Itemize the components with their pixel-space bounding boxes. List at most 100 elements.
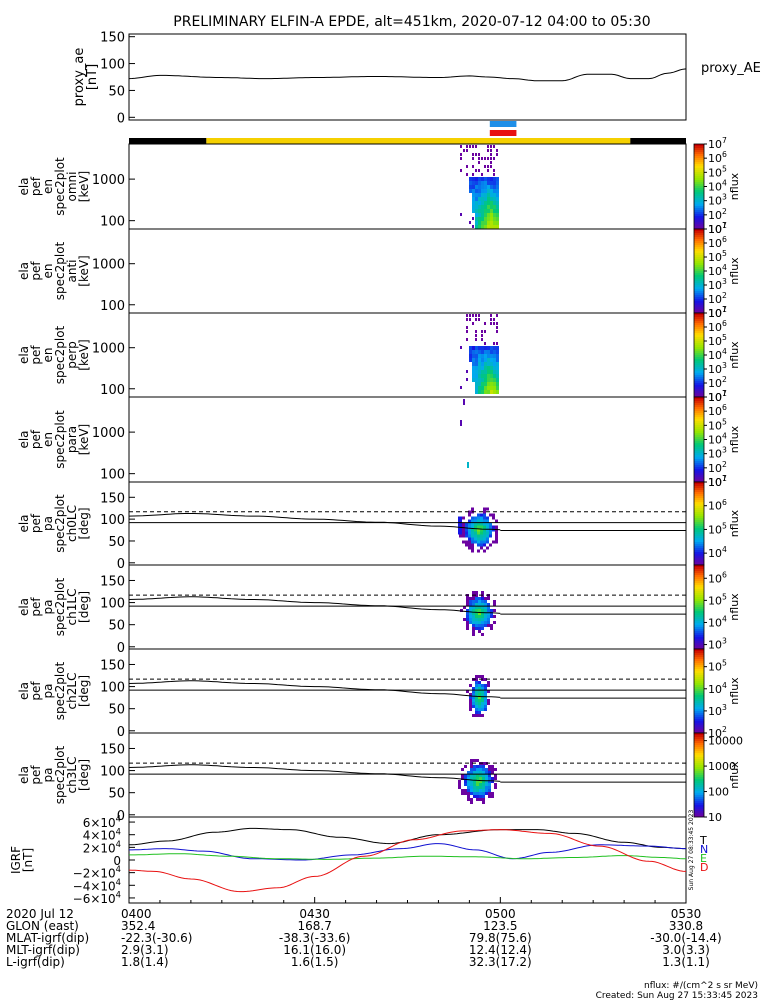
spec-omni-pixel — [472, 189, 475, 193]
pa-ch2-pixel — [466, 690, 469, 693]
pa-ch1-pixel — [475, 624, 478, 627]
spec-anti-colorbar-cell — [694, 231, 704, 234]
spec-perp-pixel — [493, 378, 496, 382]
pa-ch3-colorbar-cell — [694, 791, 704, 794]
spec-para-colorbar-cell — [694, 465, 704, 468]
pa-ch0-colorbar-label: nflux — [728, 509, 741, 537]
spec-perp-pixel — [496, 370, 499, 374]
pa-ch2-ylabel-line: pef — [29, 681, 43, 701]
pa-ch0-pixel — [471, 534, 474, 538]
pa-ch0-ytick-label: 150 — [100, 491, 125, 506]
spec-omni-pixel — [490, 221, 493, 225]
footer-units: nflux: #/(cm^2 s sr MeV) — [644, 981, 758, 991]
pa-ch3-pixel — [494, 774, 497, 777]
spec-omni-pixel — [490, 157, 492, 160]
pa-ch0-pixel — [486, 525, 489, 529]
pa-ch0-pixel — [477, 519, 480, 523]
pa-ch2-pixel — [475, 696, 478, 699]
pa-ch2-colorbar-cell — [694, 651, 704, 654]
pa-ch0-pixel — [477, 522, 480, 526]
pa-ch0-pixel — [468, 519, 471, 523]
pa-ch2-colorbar-cell — [694, 715, 704, 718]
spec-anti-colorbar-cell — [694, 295, 704, 298]
spec-perp-pixel — [475, 374, 478, 378]
spec-omni-pixel — [487, 197, 490, 201]
spec-perp-pixel — [493, 390, 496, 394]
igrf-ytick-label: −4×104 — [73, 877, 121, 893]
spec-omni-pixel — [487, 201, 490, 205]
pa-ch0-pixel — [492, 516, 495, 520]
spec-omni-pixel — [487, 157, 489, 160]
spec-omni-pixel — [487, 169, 489, 172]
pa-ch2-pixel — [484, 696, 487, 699]
spec-omni-pixel — [487, 221, 490, 225]
spec-perp-pixel — [490, 366, 493, 370]
pa-ch0-colorbar-tick-label: 107 — [708, 474, 727, 489]
spec-omni-pixel — [460, 157, 462, 160]
pa-ch0-pixel — [468, 543, 471, 547]
spec-omni-pixel — [496, 185, 499, 189]
spec-para-colorbar-cell — [694, 409, 704, 412]
spec-omni-pixel — [472, 165, 474, 168]
spec-omni-pixel — [484, 209, 487, 213]
spec-omni-pixel — [487, 193, 490, 197]
pa-ch0-pixel — [477, 540, 480, 544]
spec-anti-colorbar-cell — [694, 273, 704, 276]
spec-omni-pixel — [496, 205, 499, 209]
pa-ch1-colorbar-cell — [694, 611, 704, 614]
pa-ch3-pixel — [458, 786, 461, 789]
xaxis-value: 16.1(16.0) — [283, 943, 346, 957]
pa-ch3-loss-cone — [128, 764, 501, 782]
spec-omni-colorbar-cell — [694, 192, 704, 195]
spec-para-colorbar-tick-label: 107 — [708, 389, 727, 404]
pa-ch0-pixel — [483, 522, 486, 526]
spec-omni-colorbar-cell — [694, 226, 704, 229]
spec-perp-pixel — [481, 350, 484, 354]
pa-ch3-pixel — [479, 780, 482, 783]
pa-ch1-ytick-label: 0 — [117, 641, 125, 656]
spec-para-colorbar-tick-label: 106 — [708, 403, 727, 418]
pa-ch2-ylabel-line: pa — [41, 684, 55, 699]
spec-anti-colorbar-cell — [694, 241, 704, 244]
proxy-ae-legend: proxy_AE — [701, 61, 761, 76]
pa-ch0-colorbar-cell — [694, 522, 704, 525]
spec-omni-pixel — [493, 169, 495, 172]
pa-ch3-colorbar-cell — [694, 753, 704, 756]
pa-ch2-pixel — [478, 699, 481, 702]
pa-ch1-colorbar-cell — [694, 597, 704, 600]
spec-anti-colorbar-cell — [694, 243, 704, 246]
pa-ch2-pixel — [478, 702, 481, 705]
pa-ch0-colorbar-cell — [694, 558, 704, 561]
spec-perp-pixel — [475, 358, 478, 362]
pa-ch0-pixel — [483, 531, 486, 535]
pa-ch2-pixel — [472, 699, 475, 702]
spec-perp-colorbar-label-text: nflux — [728, 341, 741, 369]
pa-ch0-pixel — [474, 540, 477, 544]
spec-perp-pixel — [490, 346, 493, 350]
spec-omni-colorbar-tick-label: 106 — [708, 150, 727, 165]
pa-ch2-colorbar-tick-label: 105 — [708, 659, 727, 674]
spec-omni-pixel — [475, 177, 478, 181]
pa-ch3-pixel — [479, 765, 482, 768]
pa-ch3-pixel — [470, 780, 473, 783]
spec-omni-pixel — [484, 189, 487, 193]
spec-perp-pixel — [496, 314, 498, 317]
pa-ch2-pixel — [475, 705, 478, 708]
pa-ch2-pixel — [484, 684, 487, 687]
pa-ch0-colorbar-tick-label: 104 — [708, 545, 727, 560]
pa-ch0-pixel — [468, 534, 471, 538]
pa-ch1-pixel — [487, 621, 490, 624]
spec-perp-pixel — [487, 378, 490, 382]
spec-para-ytick-label: 1000 — [92, 426, 125, 441]
spec-omni-colorbar-cell — [694, 178, 704, 181]
pa-ch1-colorbar-tick-label: 106 — [708, 570, 727, 585]
pa-ch2-pixel — [484, 687, 487, 690]
pa-ch0-pixel — [477, 543, 480, 547]
xaxis-value: 32.3(17.2) — [469, 955, 532, 969]
spec-perp-colorbar-cell — [694, 353, 704, 356]
spec-omni-pixel — [478, 169, 480, 172]
pa-ch3-pixels — [458, 759, 497, 804]
pa-ch3-colorbar-frame — [693, 732, 705, 818]
spec-omni-pixel — [493, 205, 496, 209]
